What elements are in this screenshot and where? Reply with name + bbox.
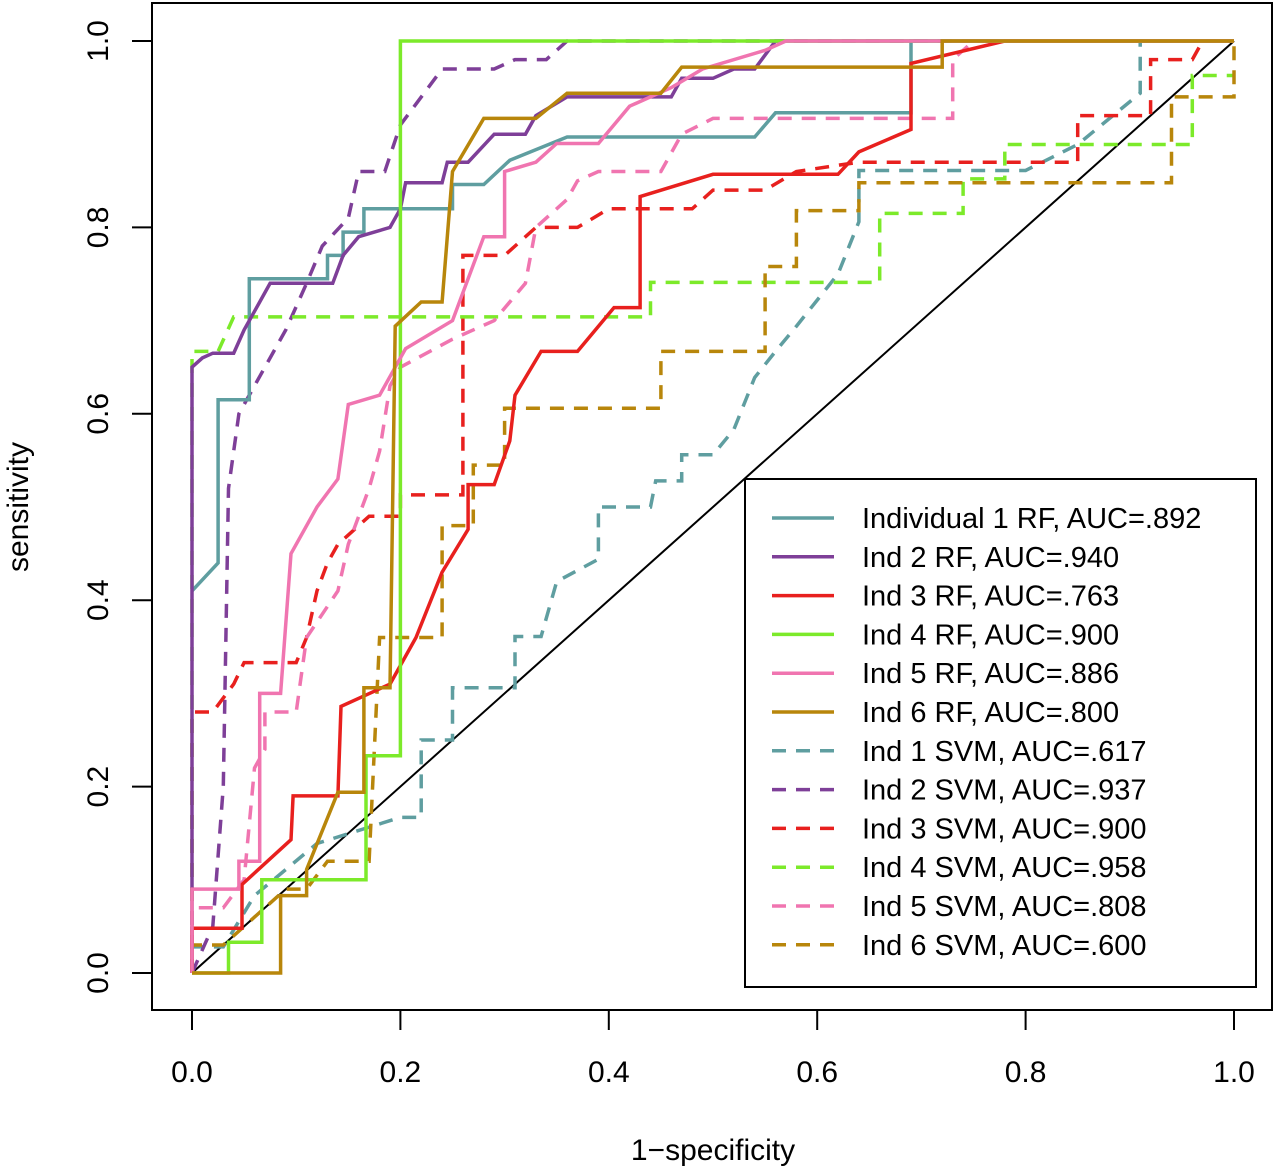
series-line-2 [190,39,1234,973]
legend: Individual 1 RF, AUC=.892 Ind 2 RF, AUC=.… [744,478,1257,988]
y-axis-label: sensitivity [2,442,35,572]
legend-entry: Ind 6 RF, AUC=.800 [862,697,1119,729]
y-tick-label: 0.2 [82,766,115,808]
series-line-12 [190,41,1236,973]
x-tick-label: 0.6 [796,1056,838,1089]
legend-entry: Individual 1 RF, AUC=.892 [862,503,1201,535]
y-tick-label: 0.6 [82,393,115,435]
x-tick-label: 0.2 [380,1056,422,1089]
legend-entry: Ind 5 SVM, AUC=.808 [862,891,1147,923]
legend-entry: Ind 3 RF, AUC=.763 [862,581,1119,613]
legend-entry: Ind 3 SVM, AUC=.900 [862,813,1147,845]
series-line-9 [190,39,1234,973]
y-tick-label: 0.8 [82,207,115,249]
x-axis: 0.0 0.2 0.4 0.6 0.8 1.0 [171,1009,1255,1089]
legend-entry: Ind 1 SVM, AUC=.617 [862,736,1147,768]
x-axis-label: 1−specificity [631,1134,795,1167]
x-tick-label: 0.8 [1005,1056,1047,1089]
series-line-3 [190,39,1234,973]
legend-entry: Ind 4 SVM, AUC=.958 [862,852,1147,884]
y-tick-label: 1.0 [82,20,115,62]
series-line-6 [192,39,1234,975]
legend-entry: Ind 5 RF, AUC=.886 [862,658,1119,690]
x-tick-label: 1.0 [1213,1056,1255,1089]
x-tick-label: 0.0 [171,1056,213,1089]
series-line-1 [190,39,1234,593]
y-tick-label: 0.0 [82,952,115,994]
y-axis: 0.0 0.2 0.4 0.6 0.8 1.0 [82,20,153,994]
y-tick-label: 0.4 [82,579,115,621]
legend-entry: Ind 6 SVM, AUC=.600 [862,930,1147,962]
plot-area [190,39,1236,975]
x-tick-label: 0.4 [588,1056,630,1089]
series-line-10 [190,73,1234,973]
legend-entry: Ind 2 RF, AUC=.940 [862,542,1119,574]
series-line-8 [190,39,1234,974]
legend-box [744,478,1257,988]
series-line-4 [192,39,1234,975]
legend-entry: Ind 2 SVM, AUC=.937 [862,775,1147,807]
series-line-7 [190,39,1234,973]
legend-entry: Ind 4 RF, AUC=.900 [862,619,1119,651]
